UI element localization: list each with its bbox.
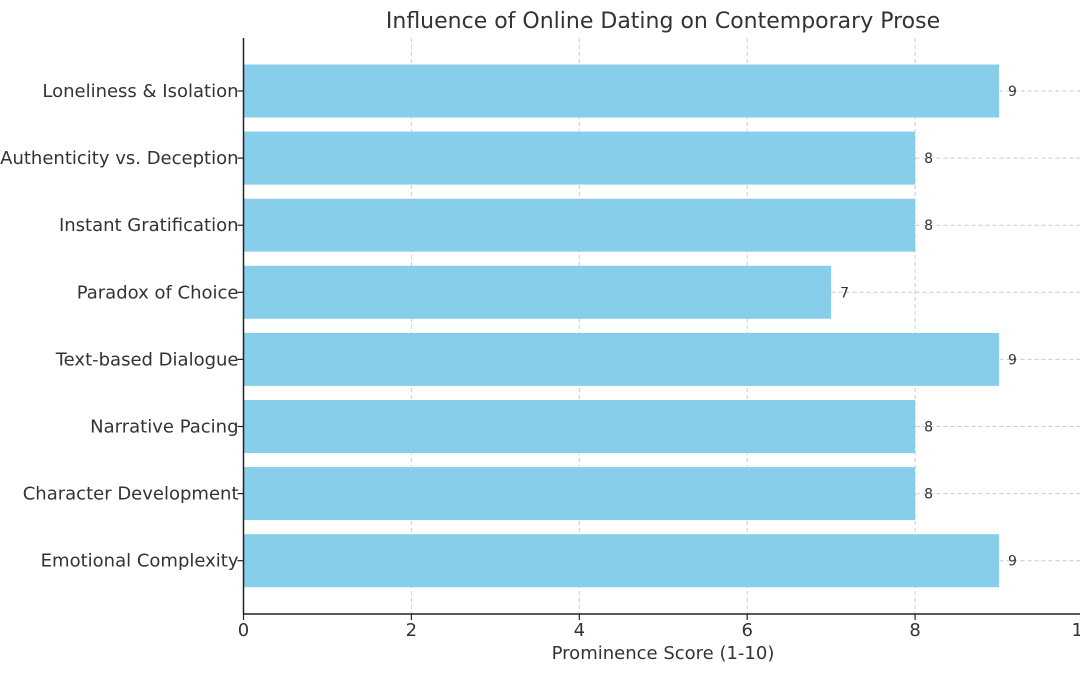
bar xyxy=(243,467,916,521)
category-label: Text-based Dialogue xyxy=(55,349,239,370)
bar-value-label: 8 xyxy=(924,487,933,503)
bar-value-label: 8 xyxy=(924,151,933,167)
bar xyxy=(243,64,1000,118)
bar-value-label: 9 xyxy=(1008,554,1017,570)
bar-value-labels: 9 8 8 7 9 8 8 9 xyxy=(840,84,1017,570)
bars xyxy=(243,64,1000,588)
category-label: Emotional Complexity xyxy=(41,551,239,572)
bar xyxy=(243,131,916,185)
bar xyxy=(243,265,832,319)
bar xyxy=(243,400,916,453)
category-label: Authenticity vs. Deception xyxy=(0,148,238,169)
bar xyxy=(243,332,1000,386)
x-tick-label: 10 xyxy=(1072,620,1080,641)
x-tick-label: 2 xyxy=(406,620,417,641)
category-labels: Loneliness & Isolation Authenticity vs. D… xyxy=(0,81,239,572)
bar-value-label: 9 xyxy=(1008,84,1017,100)
x-tick-label: 6 xyxy=(741,620,752,641)
category-label: Character Development xyxy=(23,484,239,505)
bar-value-label: 8 xyxy=(924,218,933,234)
category-label: Instant Gratification xyxy=(59,215,239,236)
bar-value-label: 7 xyxy=(840,285,849,301)
x-tick-label: 4 xyxy=(574,620,585,641)
bar-value-label: 8 xyxy=(924,420,933,436)
category-label: Loneliness & Isolation xyxy=(42,81,238,102)
category-label: Paradox of Choice xyxy=(77,282,239,303)
bar-value-label: 9 xyxy=(1008,352,1017,368)
x-tick-label: 8 xyxy=(909,620,920,641)
x-tick-label: 0 xyxy=(238,620,249,641)
grid-lines xyxy=(243,38,1080,614)
category-label: Narrative Pacing xyxy=(90,417,238,438)
x-axis-label: Prominence Score (1-10) xyxy=(552,643,775,664)
bar xyxy=(243,198,916,252)
bar xyxy=(243,534,1000,588)
x-ticks: 0 2 4 6 8 10 xyxy=(237,90,1080,641)
chart-title: Influence of Online Dating on Contempora… xyxy=(386,9,940,34)
